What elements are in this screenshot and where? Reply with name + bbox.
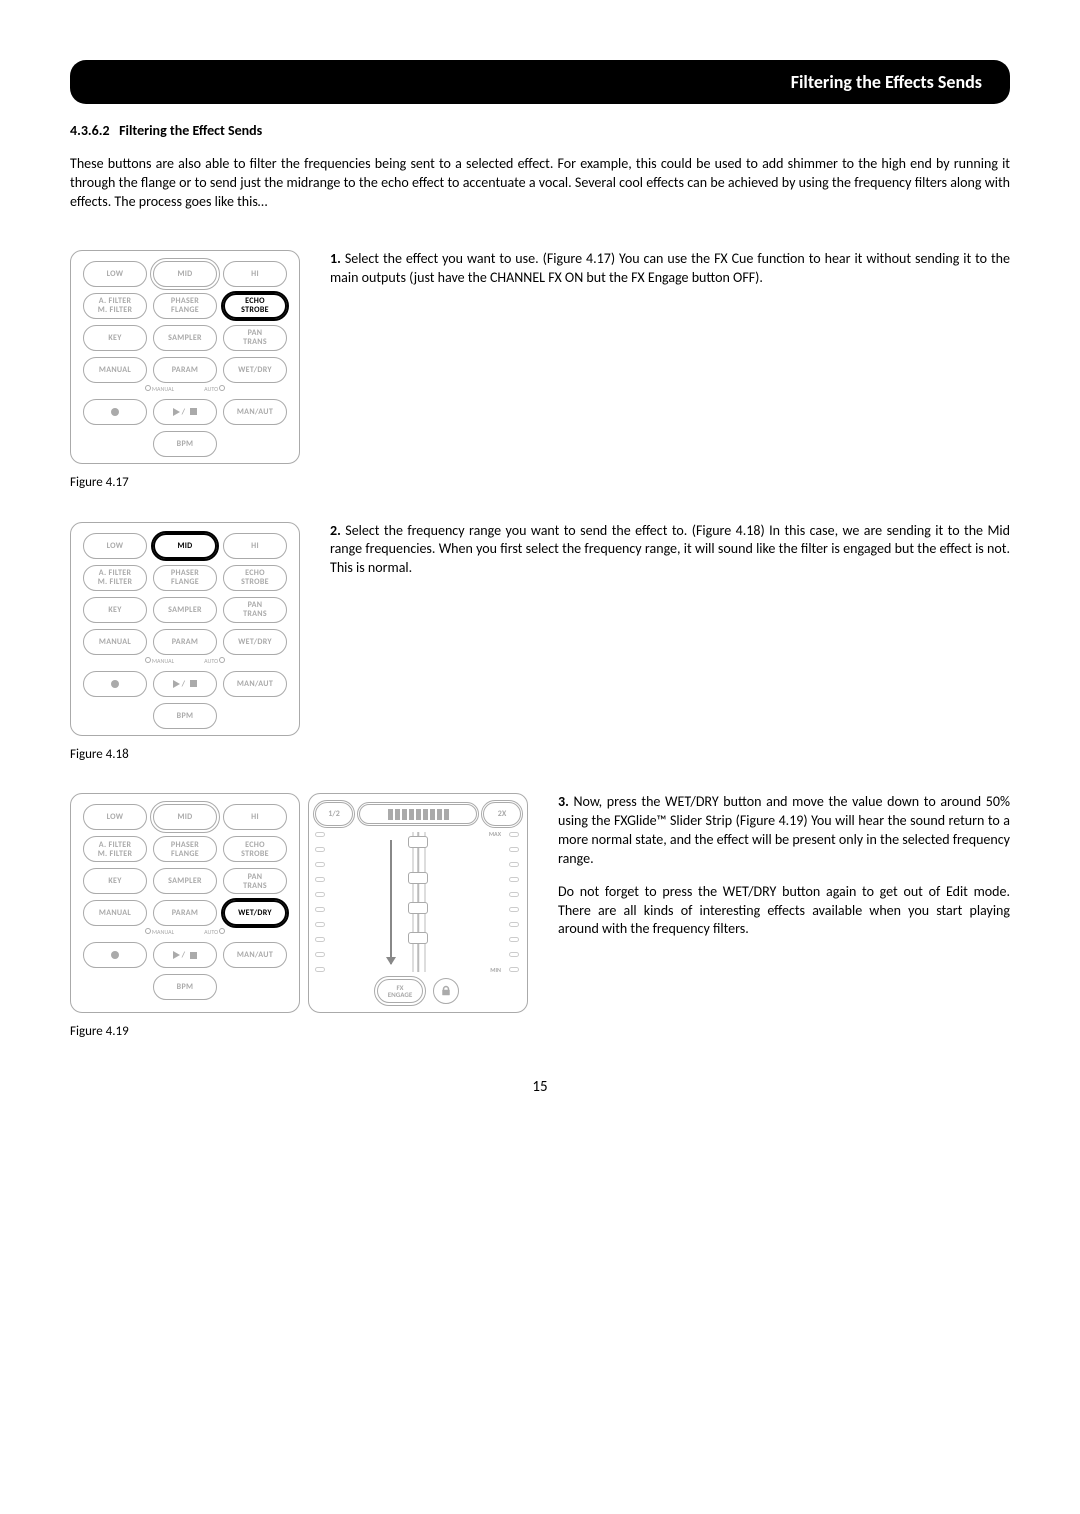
slider-mark (408, 932, 428, 944)
left-ruler (315, 832, 327, 972)
echo-strobe-button[interactable]: ECHOSTROBE (223, 836, 287, 862)
param-button[interactable]: PARAM (153, 357, 217, 383)
mid-button-selected[interactable]: MID (153, 533, 217, 559)
phaser-flange-button[interactable]: PHASERFLANGE (153, 565, 217, 591)
echo-strobe-button-selected[interactable]: ECHOSTROBE (223, 293, 287, 319)
section-heading: 4.3.6.2 Filtering the Effect Sends (70, 122, 1010, 141)
manual-auto-indicators: MANUAL AUTO (77, 385, 293, 393)
section-number: 4.3.6.2 (70, 122, 110, 139)
bpm-button[interactable]: BPM (153, 431, 217, 457)
hi-button[interactable]: HI (223, 804, 287, 830)
figure-4-19: LOW MID HI A. FILTERM. FILTER PHASERFLAN… (70, 793, 528, 1041)
man-aut-button[interactable]: MAN/AUT (223, 399, 287, 425)
step-1: LOW MID HI A. FILTERM. FILTER PHASERFLAN… (70, 250, 1010, 492)
step-3: LOW MID HI A. FILTERM. FILTER PHASERFLAN… (70, 793, 1010, 1041)
hi-button[interactable]: HI (223, 533, 287, 559)
man-aut-button[interactable]: MAN/AUT (223, 671, 287, 697)
low-button[interactable]: LOW (83, 533, 147, 559)
fig-4-19-caption: Figure 4.19 (70, 1023, 528, 1041)
fx-engage-button[interactable]: FX ENGAGE (377, 979, 424, 1003)
section-title: Filtering the Effect Sends (119, 122, 262, 139)
slider-mark (408, 872, 428, 884)
sampler-button[interactable]: SAMPLER (153, 597, 217, 623)
fig-4-17-caption: Figure 4.17 (70, 474, 300, 492)
record-button[interactable] (83, 671, 147, 697)
hi-button[interactable]: HI (223, 261, 287, 287)
fx-panel-3: LOW MID HI A. FILTERM. FILTER PHASERFLAN… (70, 793, 300, 1013)
wetdry-button[interactable]: WET/DRY (223, 629, 287, 655)
pan-trans-button[interactable]: PANTRANS (223, 597, 287, 623)
header-title: Filtering the Effects Sends (791, 71, 982, 93)
key-button[interactable]: KEY (83, 325, 147, 351)
slider-track[interactable]: MAX MIN (315, 832, 521, 972)
pan-trans-button[interactable]: PANTRANS (223, 868, 287, 894)
page-header: Filtering the Effects Sends (70, 60, 1010, 104)
manual-auto-indicators: MANUAL AUTO (77, 928, 293, 936)
step-2-text: 2. Select the frequency range you want t… (330, 522, 1010, 579)
record-button[interactable] (83, 942, 147, 968)
slider-knob[interactable] (408, 836, 428, 848)
phaser-flange-button[interactable]: PHASERFLANGE (153, 293, 217, 319)
fig-4-18-caption: Figure 4.18 (70, 746, 300, 764)
manual-auto-indicators: MANUAL AUTO (77, 657, 293, 665)
page-number: 15 (70, 1077, 1010, 1097)
manual-button[interactable]: MANUAL (83, 900, 147, 926)
half-button[interactable]: 1/2 (315, 802, 353, 826)
slider-mark (408, 902, 428, 914)
phaser-flange-button[interactable]: PHASERFLANGE (153, 836, 217, 862)
step-1-text: 1. Select the effect you want to use. (F… (330, 250, 1010, 288)
lock-icon[interactable] (433, 978, 459, 1004)
manual-button[interactable]: MANUAL (83, 357, 147, 383)
low-button[interactable]: LOW (83, 261, 147, 287)
afilter-mfilter-button[interactable]: A. FILTERM. FILTER (83, 836, 147, 862)
manual-button[interactable]: MANUAL (83, 629, 147, 655)
right-ruler (509, 832, 521, 972)
play-stop-button[interactable]: / (153, 399, 217, 425)
key-button[interactable]: KEY (83, 597, 147, 623)
figure-4-17: LOW MID HI A. FILTERM. FILTER PHASERFLAN… (70, 250, 300, 492)
pan-trans-button[interactable]: PANTRANS (223, 325, 287, 351)
intro-paragraph: These buttons are also able to filter th… (70, 155, 1010, 212)
mid-button[interactable]: MID (153, 261, 217, 287)
key-button[interactable]: KEY (83, 868, 147, 894)
play-stop-button[interactable]: / (153, 671, 217, 697)
afilter-mfilter-button[interactable]: A. FILTERM. FILTER (83, 293, 147, 319)
wetdry-button[interactable]: WET/DRY (223, 357, 287, 383)
bpm-button[interactable]: BPM (153, 974, 217, 1000)
echo-strobe-button[interactable]: ECHOSTROBE (223, 565, 287, 591)
step-3-text: 3. Now, press the WET/DRY button and mov… (558, 793, 1010, 939)
play-stop-button[interactable]: / (153, 942, 217, 968)
mid-button[interactable]: MID (153, 804, 217, 830)
param-button[interactable]: PARAM (153, 900, 217, 926)
sampler-button[interactable]: SAMPLER (153, 868, 217, 894)
fx-panel-1: LOW MID HI A. FILTERM. FILTER PHASERFLAN… (70, 250, 300, 464)
record-button[interactable] (83, 399, 147, 425)
figure-4-18: LOW MID HI A. FILTERM. FILTER PHASERFLAN… (70, 522, 300, 764)
arrow-down-icon (390, 840, 392, 964)
man-aut-button[interactable]: MAN/AUT (223, 942, 287, 968)
fxglide-slider-panel: 1/2 2X MAX MIN (308, 793, 528, 1013)
param-button[interactable]: PARAM (153, 629, 217, 655)
step-2: LOW MID HI A. FILTERM. FILTER PHASERFLAN… (70, 522, 1010, 764)
fx-panel-2: LOW MID HI A. FILTERM. FILTER PHASERFLAN… (70, 522, 300, 736)
afilter-mfilter-button[interactable]: A. FILTERM. FILTER (83, 565, 147, 591)
wetdry-button-selected[interactable]: WET/DRY (223, 900, 287, 926)
low-button[interactable]: LOW (83, 804, 147, 830)
2x-button[interactable]: 2X (483, 802, 521, 826)
sampler-button[interactable]: SAMPLER (153, 325, 217, 351)
bpm-button[interactable]: BPM (153, 703, 217, 729)
led-strip (359, 804, 477, 824)
